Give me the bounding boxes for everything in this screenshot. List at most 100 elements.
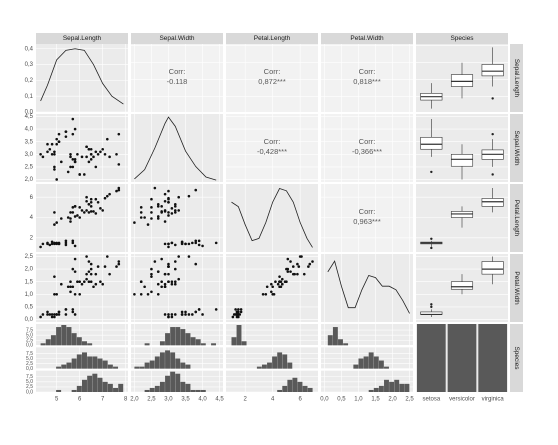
histogram-bar [404, 383, 410, 392]
histogram-bar [389, 381, 395, 392]
y-tick-label: 2,5 [25, 164, 34, 170]
histogram-bar [170, 371, 176, 392]
scatter-point [55, 221, 58, 224]
scatter-point [297, 265, 301, 268]
histogram-bar [399, 383, 405, 392]
strip-label: Petal.Width [350, 35, 384, 42]
y-tick-label: 1,0 [25, 292, 34, 298]
scatter-point [46, 242, 49, 246]
y-tick-label: 0,0 [26, 389, 33, 395]
histogram-bar [71, 358, 77, 369]
scatter-point [173, 313, 177, 316]
outlier [430, 303, 433, 306]
scatter-point [291, 272, 295, 276]
scatter-point [232, 313, 236, 316]
histogram-bar [175, 373, 181, 392]
scatter-point [71, 308, 75, 311]
scatter-point [197, 239, 201, 243]
scatter-point [302, 272, 306, 276]
histogram-bar [368, 352, 374, 369]
y-tick-label: 0,0 [26, 343, 33, 349]
strip [36, 33, 128, 44]
scatter-point [163, 242, 167, 246]
scatter-point [237, 308, 240, 311]
scatter-point [296, 272, 299, 276]
scatter-point [48, 147, 52, 151]
outlier [430, 305, 433, 309]
scatter-point [50, 313, 54, 316]
scatter-point [117, 262, 121, 266]
scatter-point [163, 285, 167, 289]
histogram-bar [338, 339, 343, 346]
strip [510, 254, 523, 322]
scatter-point [69, 152, 72, 156]
scatter-point [73, 270, 77, 273]
scatter-point [76, 152, 79, 156]
scatter-point [160, 280, 163, 284]
scatter-point [289, 260, 292, 263]
scatter-point [150, 290, 153, 294]
y-tick-label: 0,3 [25, 62, 34, 68]
histogram-bar [165, 333, 170, 346]
histogram-bar [149, 360, 155, 369]
scatter-point [71, 267, 75, 271]
scatter-point [99, 150, 102, 154]
scatter-point [71, 165, 75, 169]
scatter-point [46, 150, 49, 154]
scatter-point [167, 265, 170, 268]
scatter-point [89, 272, 93, 276]
scatter-point [55, 178, 58, 181]
strip-label: Species [450, 35, 474, 42]
scatter-point [73, 313, 77, 316]
histogram-bar [61, 325, 67, 346]
scatter-point [53, 165, 56, 169]
y-tick-label: 2 [30, 235, 34, 241]
histogram-bar [175, 327, 181, 346]
scatter-point [153, 186, 157, 190]
scatter-point [146, 223, 150, 226]
scatter-point [53, 168, 56, 171]
scatter-point [85, 199, 88, 203]
scatter-point [89, 200, 93, 204]
scatter-point [115, 265, 118, 268]
scatter-point [234, 308, 237, 311]
x-tick-label: 5 [55, 397, 59, 403]
histogram-bar [358, 358, 364, 369]
y-tick-label: 4 [30, 215, 34, 221]
scatter-point [156, 205, 160, 208]
scatter-point [73, 205, 77, 208]
scatter-point [265, 285, 269, 289]
corr-title: Corr: [359, 207, 376, 216]
scatter-point [187, 242, 191, 246]
strip [321, 33, 413, 44]
scatter-point [177, 195, 181, 199]
scatter-point [64, 239, 68, 243]
histogram-bar [363, 356, 369, 369]
scatter-point [103, 152, 107, 156]
scatter-point [160, 211, 163, 214]
histogram-bar [97, 358, 103, 369]
scatter-point [117, 132, 121, 136]
scatter-point [167, 197, 170, 201]
strip-label: Sepal.Width [159, 35, 194, 42]
scatter-point [167, 280, 170, 284]
histogram-bar [149, 387, 155, 392]
scatter-point [272, 292, 276, 296]
histogram-bar [384, 366, 389, 369]
box [481, 198, 504, 207]
panel [131, 254, 223, 322]
scatter-point [101, 209, 104, 212]
scatter-point [160, 257, 163, 261]
scatter-point [280, 277, 284, 281]
panel [321, 184, 413, 252]
panel [131, 114, 223, 182]
species-bar [447, 324, 477, 392]
facet-panel [321, 370, 413, 392]
scatter-point [150, 206, 153, 209]
scatter-point [214, 308, 218, 311]
scatter-point [55, 313, 58, 316]
scatter-point [187, 255, 191, 258]
scatter-point [108, 155, 111, 159]
scatter-point [99, 280, 102, 284]
